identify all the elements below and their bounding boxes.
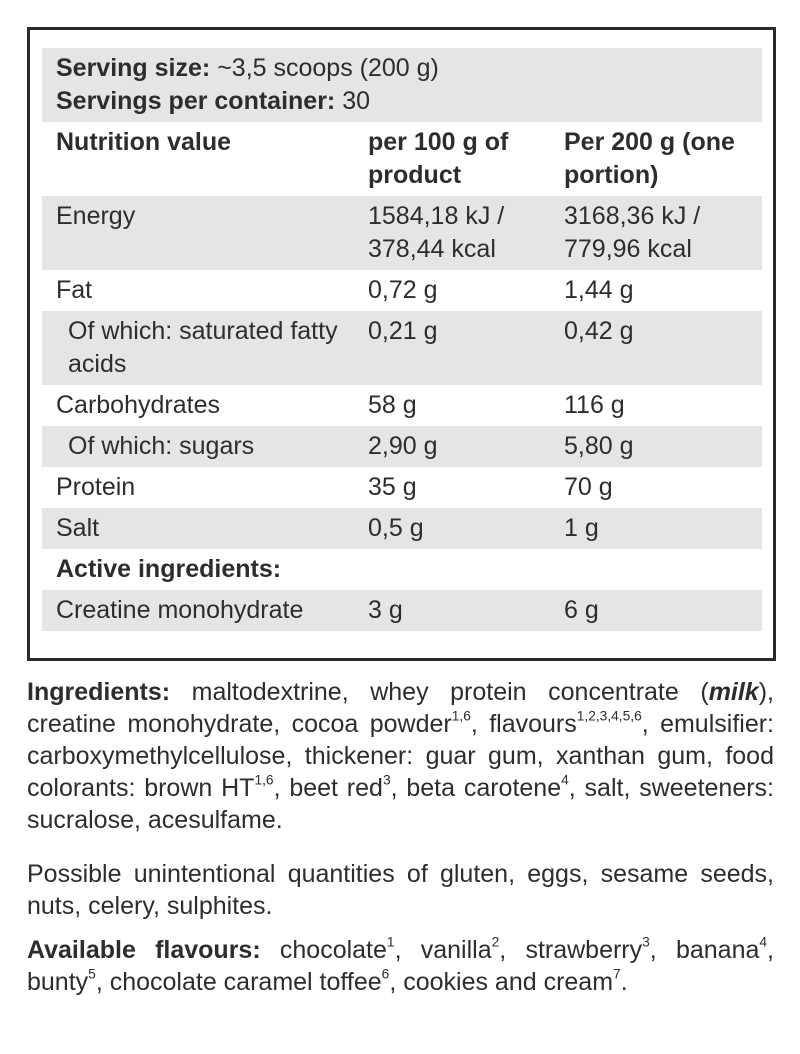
footnote: 2: [491, 934, 500, 950]
cell: Carbohydrates: [56, 391, 220, 419]
allergen: milk: [708, 678, 759, 706]
cell: 0,72 g: [368, 276, 438, 304]
row: Of which: sugars 2,90 g 5,80 g: [42, 426, 763, 467]
allergens: Possible unintentional quantities of glu…: [27, 860, 774, 920]
header-row: Nutrition value per 100 g of product Per…: [42, 122, 762, 196]
label: Ingredients:: [27, 678, 171, 706]
active-title-row: Active ingredients:: [42, 549, 762, 590]
text: , cookies and cream: [389, 968, 614, 996]
cell: 1 g: [550, 508, 763, 549]
text: , beet red: [273, 774, 383, 802]
value: ~3,5 scoops (200 g): [217, 54, 439, 82]
text: .: [620, 968, 628, 996]
active-title: Active ingredients:: [56, 555, 282, 583]
cell: 0,5 g: [354, 508, 550, 549]
footnote: 7: [613, 966, 621, 982]
cell: 5,80 g: [550, 426, 763, 467]
footnote: 6: [381, 966, 390, 982]
label: Available flavours:: [27, 936, 261, 964]
footnote: 3: [642, 934, 650, 950]
cell: 116 g: [564, 391, 625, 419]
cell: 1584,18 kJ / 378,44 kcal: [354, 196, 550, 270]
cell: Of which: saturated fatty acids: [42, 311, 354, 385]
cell: 70 g: [564, 473, 613, 501]
servings: Servings per container: 30: [56, 85, 762, 118]
cell: 1,44 g: [564, 276, 634, 304]
text: , bunty: [27, 936, 774, 996]
cell: Salt: [42, 508, 354, 549]
text: maltodextrine, whey protein concentrate …: [191, 678, 709, 706]
row: Carbohydrates 58 g 116 g: [42, 385, 762, 426]
footnote: 1: [386, 934, 395, 950]
header-cell: per 100 g of product: [368, 128, 509, 189]
cell: 0,42 g: [550, 311, 763, 385]
serving-cell: Serving size: ~3,5 scoops (200 g) Servin…: [42, 48, 763, 122]
header-cell: Nutrition value: [56, 128, 232, 156]
label: Servings per container:: [56, 87, 336, 115]
cell: 6 g: [550, 590, 763, 631]
footnote: 3: [382, 772, 391, 788]
cell: 0,21 g: [354, 311, 550, 385]
row: Of which: saturated fatty acids 0,21 g 0,4…: [42, 311, 763, 385]
text: , beta carotene: [390, 774, 562, 802]
row: Energy 1584,18 kJ / 378,44 kcal 3168,36 kJ…: [42, 196, 763, 270]
cell: 3168,36 kJ / 779,96 kcal: [550, 196, 763, 270]
nutrition-box: Serving size: ~3,5 scoops (200 g) Servin…: [27, 27, 776, 661]
serving-size: Serving size: ~3,5 scoops (200 g): [56, 52, 762, 85]
footnote: 4: [759, 934, 768, 950]
text: chocolate: [279, 936, 387, 964]
header-cell: Per 200 g (one portion): [564, 128, 735, 189]
footnote: 1,2,3,4,5,6: [576, 708, 642, 724]
flavours: Available flavours: chocolate1, vanilla2…: [27, 934, 774, 998]
ingredients: Ingredients: maltodextrine, whey protein…: [27, 676, 774, 836]
cell: 35 g: [368, 473, 417, 501]
value: 30: [342, 87, 371, 115]
row: Protein 35 g 70 g: [42, 467, 762, 508]
cell: Protein: [56, 473, 136, 501]
footnote: 5: [88, 966, 96, 982]
text: , vanilla: [394, 936, 492, 964]
text: , chocolate caramel toffee: [95, 968, 382, 996]
text: , strawberry: [499, 936, 643, 964]
footnote: 1,6: [451, 708, 471, 724]
cell: 58 g: [368, 391, 417, 419]
cell: Creatine monohydrate: [42, 590, 354, 631]
serving-row: Serving size: ~3,5 scoops (200 g) Servin…: [42, 48, 763, 122]
cell: Energy: [42, 196, 354, 270]
cell: Fat: [56, 276, 93, 304]
cell: 2,90 g: [354, 426, 550, 467]
text: , salt, sweeteners: sucralose, acesulfam…: [27, 774, 774, 834]
text: ), creatine monohydrate, cocoa powder: [27, 678, 774, 738]
text: , emulsifier: carboxymethylcellulose, th…: [27, 710, 774, 802]
footnote: 1,6: [254, 772, 274, 788]
row: Fat 0,72 g 1,44 g: [42, 270, 762, 311]
text: , banana: [649, 936, 760, 964]
label: Serving size:: [56, 54, 211, 82]
cell: 3 g: [354, 590, 550, 631]
footnote: 4: [561, 772, 569, 788]
text: , flavours: [470, 710, 577, 738]
nutrition-table: Serving size: ~3,5 scoops (200 g) Servin…: [42, 48, 763, 631]
cell: Of which: sugars: [42, 426, 354, 467]
